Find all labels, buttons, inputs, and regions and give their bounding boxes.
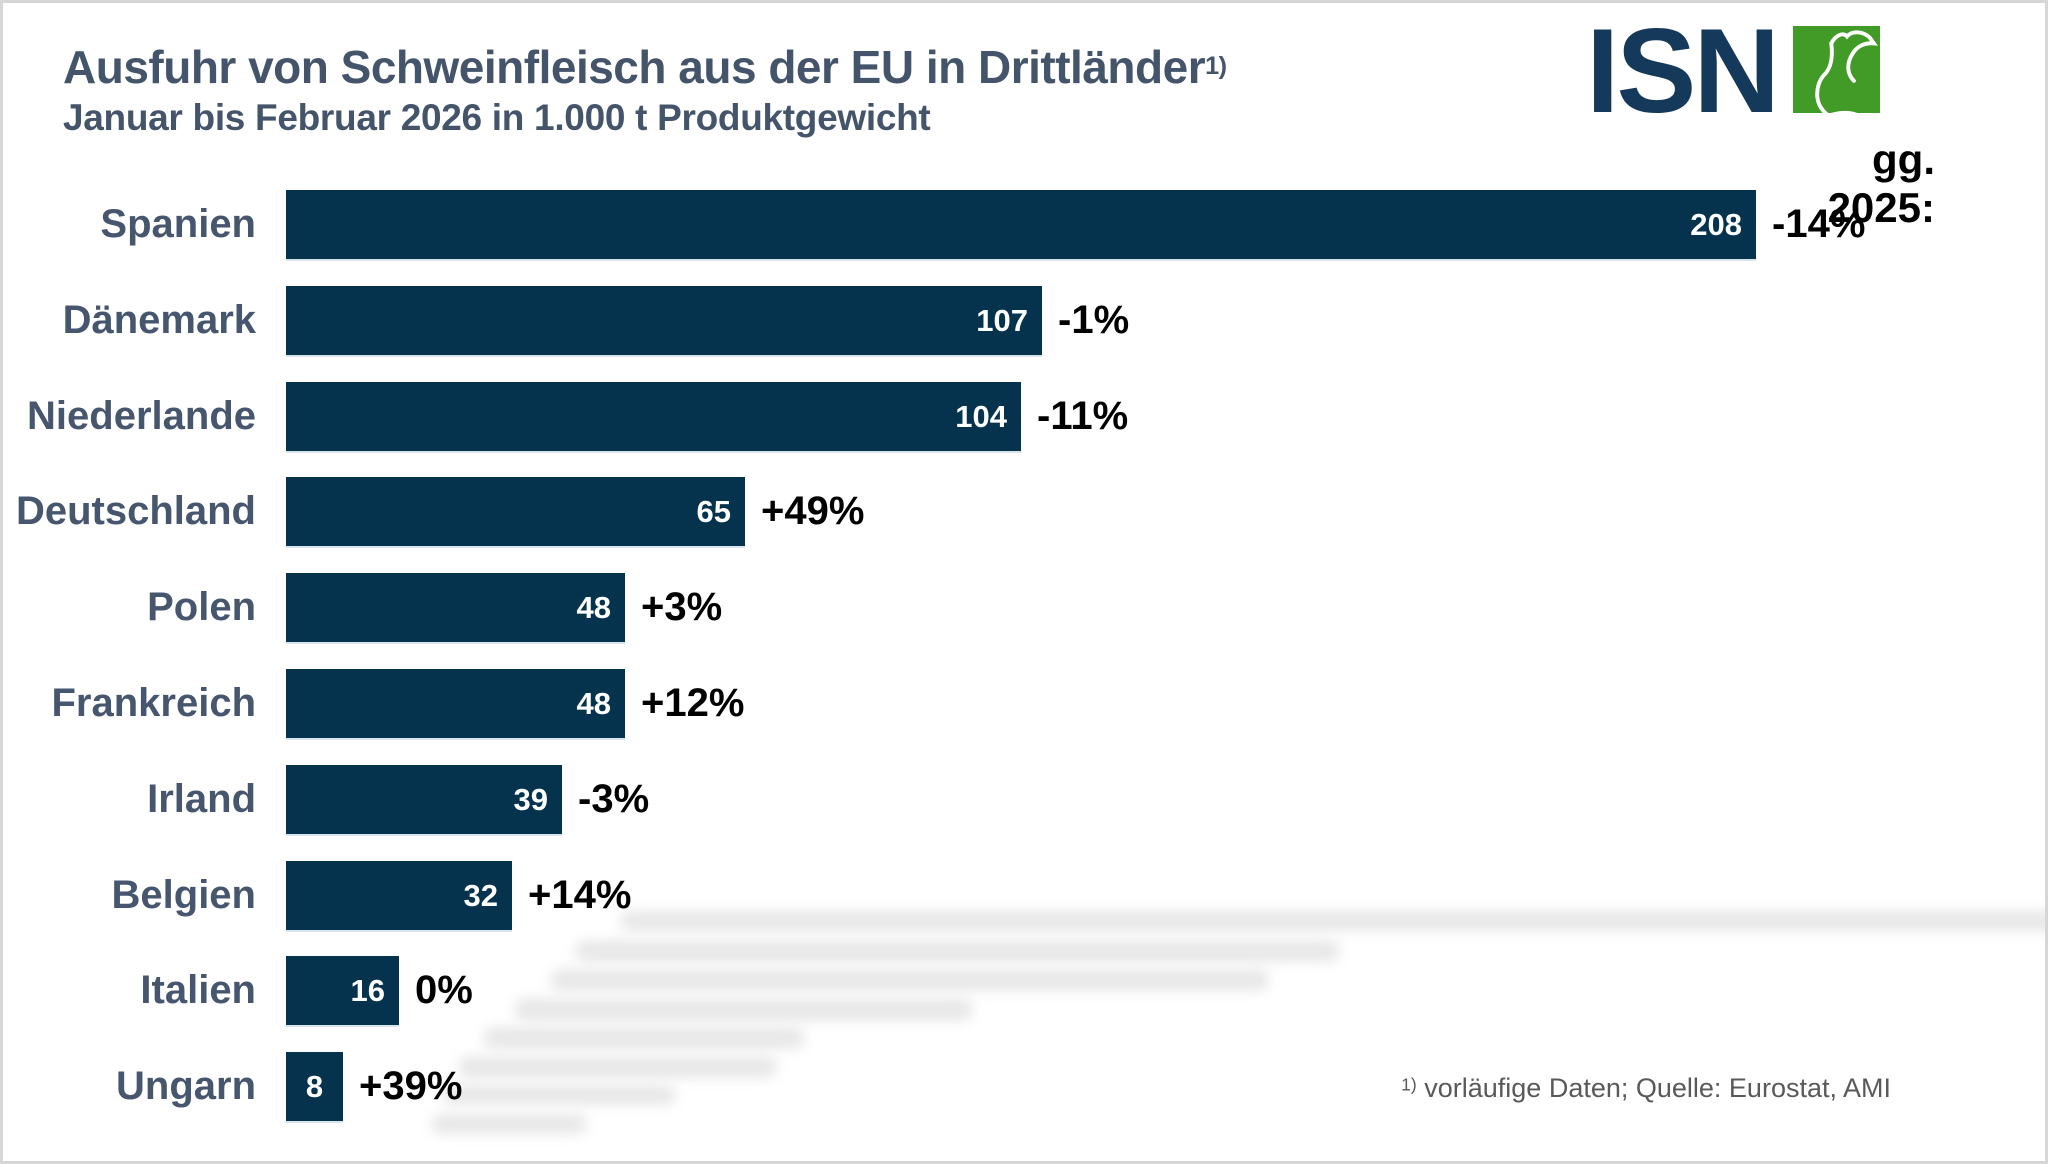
country-label: Niederlande [27,394,256,438]
country-label: Polen [147,585,256,629]
isn-logo: ISN [1586,4,1881,138]
country-label: Belgien [111,873,256,917]
change-percent-label: +12% [641,681,745,725]
change-percent-label: +14% [528,873,632,917]
watermark-stripe [431,1114,587,1134]
bar-value-label: 32 [463,877,498,913]
chart-header: Ausfuhr von Schweinfleisch aus der EU in… [63,39,1227,139]
country-label: Frankreich [51,681,256,725]
change-percent-label: +3% [641,585,723,629]
value-bar: 65 [286,477,745,548]
watermark-stripe [458,1056,777,1078]
value-bar: 104 [286,382,1021,453]
value-bar: 48 [286,573,625,644]
bar-value-label: 16 [350,972,385,1008]
country-label: Spanien [100,202,256,246]
page-title: Ausfuhr von Schweinfleisch aus der EU in… [63,39,1227,97]
value-bar: 208 [286,190,1756,261]
country-label: Irland [147,777,256,821]
change-percent-label: -3% [578,777,650,821]
country-label: Ungarn [116,1064,256,1108]
bar-row: Italien 16 0% [3,956,2045,1027]
value-bar: 39 [286,765,562,836]
bar-row: Ungarn 8 +39% [3,1052,2045,1123]
watermark-stripe [575,940,1340,962]
bar-row: Belgien 32 +14% [3,861,2045,932]
country-label: Italien [140,968,256,1012]
bar-value-label: 208 [1690,206,1742,242]
value-bar: 32 [286,861,512,932]
change-percent-label: -1% [1058,298,1130,342]
comparison-period-label: gg. 2025: [1827,136,1935,231]
title-footnote-marker: 1) [1205,52,1227,81]
watermark-stripe [514,998,973,1021]
country-label: Dänemark [62,298,256,342]
bar-row: Spanien 208 -14% [3,190,2045,261]
isn-logo-text: ISN [1586,4,1780,138]
change-percent-label: -11% [1037,394,1129,438]
watermark-stripe [443,1085,676,1105]
bar-value-label: 39 [513,781,548,817]
watermark-stripe [483,1027,805,1049]
bar-value-label: 8 [305,1068,324,1104]
bar-value-label: 48 [576,685,611,721]
value-bar: 107 [286,286,1042,357]
bar-row: Dänemark 107 -1% [3,286,2045,357]
footnote: 1) vorläufige Daten; Quelle: Eurostat, A… [1401,1073,1891,1104]
bar-row: Irland 39 -3% [3,765,2045,836]
bar-row: Polen 48 +3% [3,573,2045,644]
change-percent-label: 0% [415,968,473,1012]
bar-row: Frankreich 48 +12% [3,669,2045,740]
change-percent-label: -14% [1772,202,1866,246]
pig-icon [1793,26,1881,113]
footnote-marker: 1) [1401,1074,1417,1095]
change-percent-label: +39% [359,1064,463,1108]
bar-value-label: 65 [696,493,731,529]
watermark-stripe [620,911,2045,931]
bar-value-label: 48 [576,589,611,625]
value-bar: 16 [286,956,399,1027]
bar-row: Niederlande 104 -11% [3,382,2045,453]
bar-value-label: 107 [976,302,1028,338]
bar-row: Deutschland 65 +49% [3,477,2045,548]
watermark-stripe [550,969,1269,991]
page-subtitle: Januar bis Februar 2026 in 1.000 t Produ… [63,96,931,138]
bar-value-label: 104 [955,398,1007,434]
change-percent-label: +49% [761,489,865,533]
country-label: Deutschland [15,489,256,533]
value-bar: 8 [286,1052,343,1123]
footnote-text: vorläufige Daten; Quelle: Eurostat, AMI [1424,1073,1891,1103]
page-title-text: Ausfuhr von Schweinfleisch aus der EU in… [63,41,1206,93]
value-bar: 48 [286,669,625,740]
